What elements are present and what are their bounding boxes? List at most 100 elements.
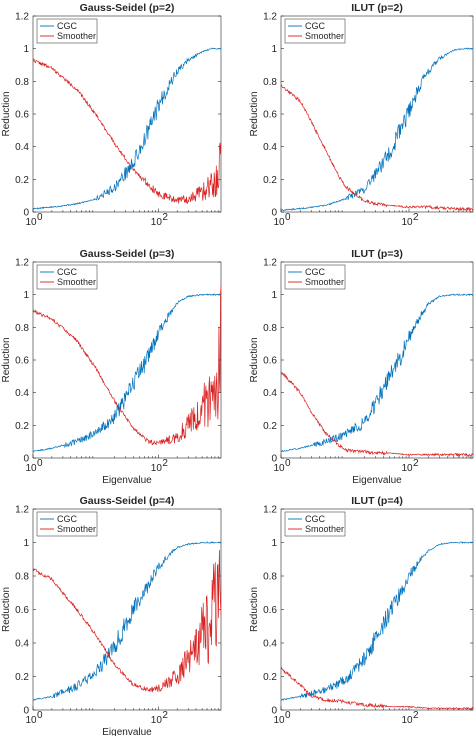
y-tick-label: 1.2: [263, 258, 277, 269]
y-tick-label: 0.4: [263, 639, 277, 650]
x-tick-exponent: 2: [162, 710, 168, 721]
x-tick-exponent: 0: [285, 710, 291, 721]
series-line-cgc: [281, 541, 473, 702]
legend-box: [36, 511, 98, 537]
axes-frame: [32, 508, 222, 711]
x-tick-label: 10: [151, 715, 163, 726]
x-tick-label: 10: [25, 463, 37, 474]
axes-frame: [280, 15, 474, 213]
y-tick-label: 0.6: [263, 605, 277, 616]
x-tick-exponent: 2: [413, 458, 419, 469]
x-tick-exponent: 0: [37, 212, 43, 223]
chart-title: ILUT (p=2): [351, 2, 403, 14]
legend-entry: CGC: [305, 514, 326, 524]
y-tick-label: 0.2: [263, 421, 277, 432]
chart-title: Gauss-Seidel (p=2): [80, 2, 175, 14]
y-tick-label: 1: [23, 290, 29, 301]
y-tick-label: 0.8: [263, 323, 277, 334]
x-tick-label: 10: [401, 217, 413, 228]
legend-entry: CGC: [305, 267, 326, 277]
legend-box: [284, 18, 346, 44]
x-tick-exponent: 2: [162, 458, 168, 469]
y-tick-label: 0.4: [15, 142, 29, 153]
x-tick-label: 10: [273, 463, 285, 474]
series-line-cgc: [33, 293, 221, 453]
series-line-smoother: [281, 666, 473, 710]
y-tick-label: 0.8: [263, 77, 277, 88]
x-tick-exponent: 0: [37, 458, 43, 469]
legend-box: [36, 264, 98, 290]
legend-entry: Smoother: [57, 277, 96, 287]
x-tick-label: 10: [151, 463, 163, 474]
y-axis-label: Reduction: [249, 587, 260, 632]
y-axis-label: Reduction: [1, 587, 12, 632]
chart-title: Gauss-Seidel (p=3): [80, 248, 175, 260]
y-tick-label: 1.2: [263, 12, 277, 23]
series-line-cgc: [281, 293, 473, 453]
chart-panel-1: Gauss-Seidel (p=2)00.20.40.60.811.210 0 10…: [1, 2, 222, 228]
y-tick-label: 1: [271, 290, 277, 301]
chart-panel-5: Gauss-Seidel (p=4)00.20.40.60.811.210 0 10…: [1, 495, 222, 736]
y-tick-label: 0: [271, 706, 277, 717]
x-tick-exponent: 0: [37, 710, 43, 721]
x-tick-label: 10: [401, 463, 413, 474]
x-tick-label: 10: [273, 715, 285, 726]
series-line-smoother: [281, 84, 473, 212]
legend-entry: CGC: [57, 21, 78, 31]
y-tick-label: 0.4: [263, 142, 277, 153]
chart-title: ILUT (p=4): [351, 495, 403, 507]
chart-panel-3: Gauss-Seidel (p=3)00.20.40.60.811.210 0 10…: [1, 248, 222, 486]
x-axis-label: Eigenvalue: [102, 475, 152, 486]
legend-entry: Smoother: [57, 524, 96, 534]
series-line-cgc: [33, 541, 221, 701]
x-axis-label: Eigenvalue: [102, 727, 152, 736]
y-tick-label: 0.2: [15, 175, 29, 186]
y-tick-label: 0: [23, 454, 29, 465]
x-tick-label: 10: [273, 217, 285, 228]
y-tick-label: 1: [271, 538, 277, 549]
y-tick-label: 1.2: [263, 505, 277, 516]
series-line-smoother: [33, 58, 221, 204]
y-tick-label: 0.2: [15, 421, 29, 432]
legend-entry: Smoother: [305, 277, 344, 287]
y-axis-label: Reduction: [249, 337, 260, 382]
legend-entry: Smoother: [305, 524, 344, 534]
x-tick-label: 10: [25, 715, 37, 726]
y-axis-label: Reduction: [1, 337, 12, 382]
y-tick-label: 1.2: [15, 505, 29, 516]
series-line-smoother: [33, 286, 221, 446]
y-tick-label: 0.8: [263, 572, 277, 583]
y-tick-label: 0.8: [15, 77, 29, 88]
y-tick-label: 0.8: [15, 323, 29, 334]
legend-entry: Smoother: [305, 31, 344, 41]
y-tick-label: 0: [271, 454, 277, 465]
chart-title: ILUT (p=3): [351, 248, 403, 260]
y-tick-label: 0: [271, 208, 277, 219]
x-tick-exponent: 0: [285, 212, 291, 223]
legend-entry: Smoother: [57, 31, 96, 41]
x-tick-exponent: 2: [413, 710, 419, 721]
y-tick-label: 0.6: [15, 110, 29, 121]
y-tick-label: 1.2: [15, 258, 29, 269]
y-tick-label: 1: [271, 44, 277, 55]
y-tick-label: 0.6: [263, 110, 277, 121]
chart-panel-4: ILUT (p=3)00.20.40.60.811.210 0 10 2Reducti…: [249, 248, 474, 486]
series-line-cgc: [281, 47, 473, 212]
y-tick-label: 0.4: [15, 639, 29, 650]
chart-panel-2: ILUT (p=2)00.20.40.60.811.210 0 10 2Reducti…: [249, 2, 474, 228]
axes-frame: [32, 261, 222, 459]
legend-box: [36, 18, 98, 44]
legend-box: [284, 264, 346, 290]
x-tick-exponent: 2: [413, 212, 419, 223]
y-tick-label: 0.2: [15, 672, 29, 683]
y-tick-label: 1: [23, 538, 29, 549]
y-tick-label: 0: [23, 208, 29, 219]
y-tick-label: 1: [23, 44, 29, 55]
y-tick-label: 0.2: [263, 175, 277, 186]
x-axis-label: Eigenvalue: [352, 475, 402, 486]
x-tick-exponent: 0: [285, 458, 291, 469]
chart-panel-6: ILUT (p=4)00.20.40.60.811.210 0 10 2Reducti…: [249, 495, 474, 726]
axes-frame: [32, 15, 222, 213]
chart-title: Gauss-Seidel (p=4): [80, 495, 175, 507]
